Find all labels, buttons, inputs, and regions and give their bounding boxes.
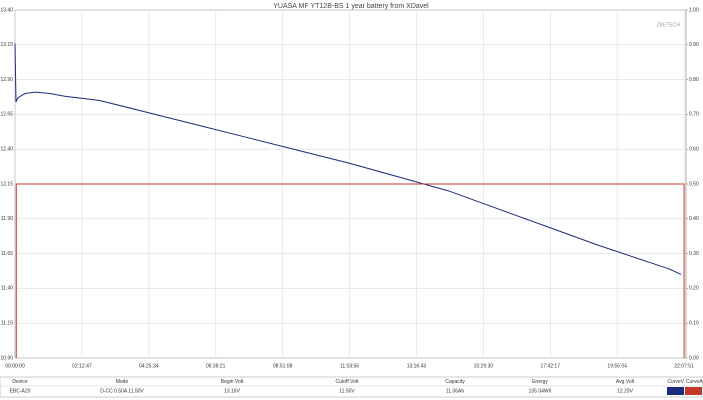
- y2-tick-label: 0.20: [689, 286, 699, 292]
- legend-swatch: [667, 387, 684, 395]
- table-header: CurveV: [667, 379, 684, 385]
- x-tick-label: 02:12:47: [72, 363, 92, 369]
- y-tick-label: 11.40: [1, 286, 13, 292]
- y-tick-label: 13.40: [0, 7, 13, 13]
- x-tick-label: 06:38:21: [206, 363, 226, 369]
- series-line: [15, 183, 685, 358]
- table-header: Energy: [532, 379, 548, 385]
- table-frame: [0, 376, 703, 398]
- y-tick-label: 12.90: [0, 77, 13, 83]
- y2-tick-label: 0.40: [689, 216, 699, 222]
- table-cell: 12.20V: [617, 388, 634, 394]
- table-header: Mode: [116, 379, 129, 385]
- table-header: CurveA: [686, 379, 703, 385]
- table-cell: EBC-A20: [10, 388, 31, 394]
- table-cell: 13.16V: [224, 388, 241, 394]
- y-tick-label: 12.40: [0, 147, 13, 153]
- y-tick-label: 11.65: [1, 251, 13, 257]
- y2-tick-label: 0.90: [689, 42, 699, 48]
- y2-tick-label: 0.70: [689, 112, 699, 118]
- x-tick-label: 11:03:56: [340, 363, 359, 369]
- table-cell: 11.06Ah: [446, 388, 464, 394]
- y-tick-label: 13.15: [0, 42, 13, 48]
- x-tick-label: 08:51:08: [273, 363, 293, 369]
- x-tick-label: 22:07:51: [674, 363, 694, 369]
- table-cell: 11.50V: [339, 388, 355, 394]
- y2-tick-label: 0.00: [689, 355, 699, 361]
- x-tick-label: 17:42:17: [541, 363, 561, 369]
- table-cell: 135.04Wh: [529, 388, 552, 394]
- watermark: ZKETECH: [657, 22, 681, 28]
- x-tick-label: 13:16:43: [407, 363, 427, 369]
- legend-swatch: [685, 387, 702, 395]
- y-tick-label: 12.15: [0, 181, 13, 187]
- y2-tick-label: 0.50: [689, 181, 699, 187]
- y2-tick-label: 0.30: [689, 251, 699, 257]
- table-header: Avg Volt: [616, 379, 635, 385]
- x-tick-label: 19:55:04: [607, 363, 627, 369]
- y-tick-label: 12.65: [0, 112, 13, 118]
- y2-tick-label: 0.10: [689, 321, 699, 327]
- y2-tick-label: 0.80: [689, 77, 699, 83]
- y2-tick-label: 1.00: [689, 7, 699, 13]
- table-header: Cutoff Volt: [336, 379, 360, 385]
- chart-title: YUASA MF YT12B-BS 1 year battery from XD…: [273, 3, 429, 10]
- x-tick-label: 00:00:00: [5, 363, 25, 369]
- table-header: Device: [12, 379, 28, 385]
- x-tick-label: 04:25:34: [139, 363, 159, 369]
- table: [0, 376, 703, 398]
- y2-tick-label: 0.60: [689, 147, 699, 153]
- y-tick-label: 11.90: [1, 216, 13, 222]
- y-tick-label: 11.15: [1, 321, 13, 327]
- y-tick-label: 10.90: [0, 355, 13, 361]
- table-header: Begin Volt: [221, 379, 244, 385]
- series-line: [14, 43, 682, 275]
- x-tick-label: 15:29:30: [474, 363, 494, 369]
- table-header: Capacity: [445, 379, 465, 385]
- table-cell: D-CC 0.50A 11.50V: [100, 388, 144, 394]
